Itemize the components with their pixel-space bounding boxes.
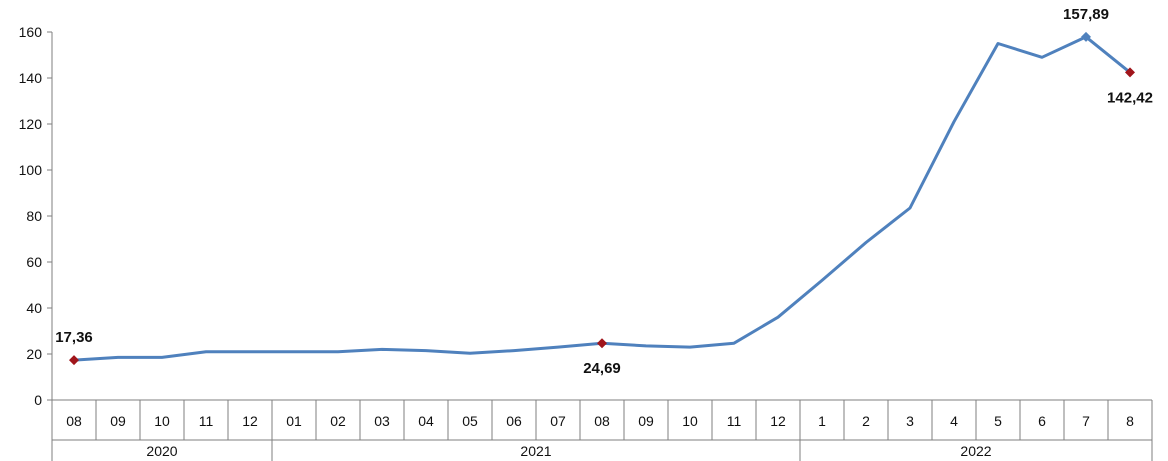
x-tick-label: 7 <box>1082 413 1090 429</box>
x-tick-label: 04 <box>418 413 434 429</box>
data-point-marker <box>69 355 79 366</box>
x-tick-label: 09 <box>638 413 654 429</box>
series-group <box>72 35 1132 362</box>
x-tick-label: 08 <box>594 413 610 429</box>
x-tick-label: 10 <box>682 413 698 429</box>
y-tick-label: 60 <box>26 254 42 270</box>
x-tick-label: 4 <box>950 413 958 429</box>
x-tick-label: 09 <box>110 413 126 429</box>
y-tick-label: 40 <box>26 300 42 316</box>
x-group-label: 2021 <box>520 443 551 459</box>
data-label: 142,42 <box>1107 89 1153 106</box>
x-tick-label: 12 <box>770 413 786 429</box>
x-group-label: 2020 <box>146 443 177 459</box>
y-tick-label: 120 <box>19 116 43 132</box>
x-tick-label: 12 <box>242 413 258 429</box>
x-axis: 08 09 10 11 12 01 02 03 04 05 06 07 08 09 10 11 12 1 2 3 4 5 6… <box>51 399 1153 461</box>
data-point-marker <box>1081 31 1091 42</box>
y-tick-label: 140 <box>19 70 43 86</box>
x-tick-label: 06 <box>506 413 522 429</box>
x-tick-label: 11 <box>727 413 742 429</box>
x-tick-label: 03 <box>374 413 390 429</box>
x-tick-label: 05 <box>462 413 478 429</box>
x-tick-label: 02 <box>330 413 346 429</box>
data-label: 24,69 <box>583 360 621 377</box>
y-tick-label: 0 <box>34 392 42 408</box>
x-tick-label: 5 <box>994 413 1002 429</box>
x-tick-label: 1 <box>818 413 826 429</box>
y-tick-label: 160 <box>19 24 43 40</box>
annotations-group: 17,36 24,69 157,89 142,42 <box>55 6 1153 377</box>
y-tick-label: 80 <box>26 208 42 224</box>
x-tick-label: 6 <box>1038 413 1046 429</box>
data-label: 17,36 <box>55 329 93 346</box>
data-label: 157,89 <box>1063 6 1109 23</box>
data-point-marker <box>1125 67 1135 78</box>
x-tick-label: 08 <box>66 413 82 429</box>
x-tick-label: 11 <box>199 413 214 429</box>
x-tick-label: 2 <box>862 413 870 429</box>
y-axis: 0 20 40 60 80 100 120 140 160 <box>19 24 53 408</box>
y-tick-label: 100 <box>19 162 43 178</box>
x-tick-label: 07 <box>550 413 566 429</box>
x-tick-label: 3 <box>906 413 914 429</box>
x-group-label: 2022 <box>960 443 991 459</box>
series-line-0 <box>72 35 1132 362</box>
y-tick-label: 20 <box>26 346 42 362</box>
data-point-marker <box>597 338 607 349</box>
x-tick-label: 8 <box>1126 413 1134 429</box>
x-tick-label: 10 <box>154 413 170 429</box>
x-tick-label: 01 <box>286 413 302 429</box>
